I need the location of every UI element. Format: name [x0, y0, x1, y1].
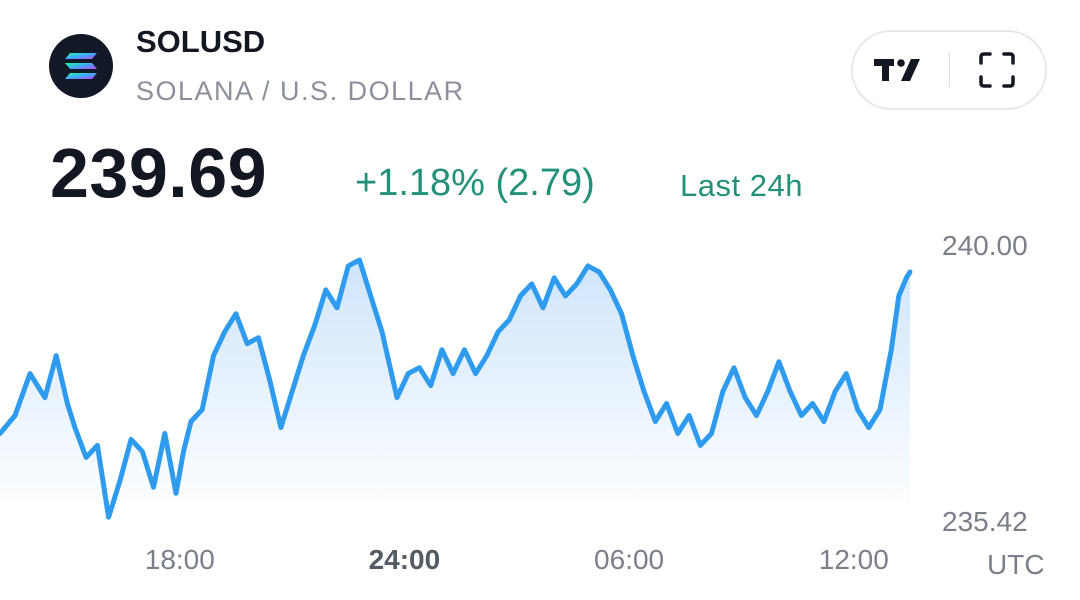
series-area: [0, 260, 910, 518]
fullscreen-icon[interactable]: [950, 32, 1046, 108]
timezone-label: UTC: [987, 549, 1045, 580]
pair-name: SOLANA / U.S. DOLLAR: [136, 76, 465, 106]
y-tick-label: 240.00: [942, 230, 1028, 261]
x-tick-label: 06:00: [594, 544, 665, 575]
x-tick-label: 12:00: [818, 544, 889, 575]
controls-divider: [948, 53, 950, 87]
price-change: +1.18% (2.79): [355, 162, 595, 204]
symbol-title: SOLUSD: [136, 24, 266, 59]
last-price: 239.69: [50, 134, 268, 212]
y-tick-label: 235.42: [942, 506, 1028, 537]
widget-controls: [851, 30, 1047, 110]
change-period: Last 24h: [680, 168, 803, 203]
tradingview-logo-icon[interactable]: [853, 32, 949, 108]
x-tick-label: 24:00: [368, 544, 441, 575]
x-tick-label: 18:00: [144, 544, 215, 575]
series-line: [0, 257, 913, 520]
solana-logo-icon: [49, 34, 113, 98]
